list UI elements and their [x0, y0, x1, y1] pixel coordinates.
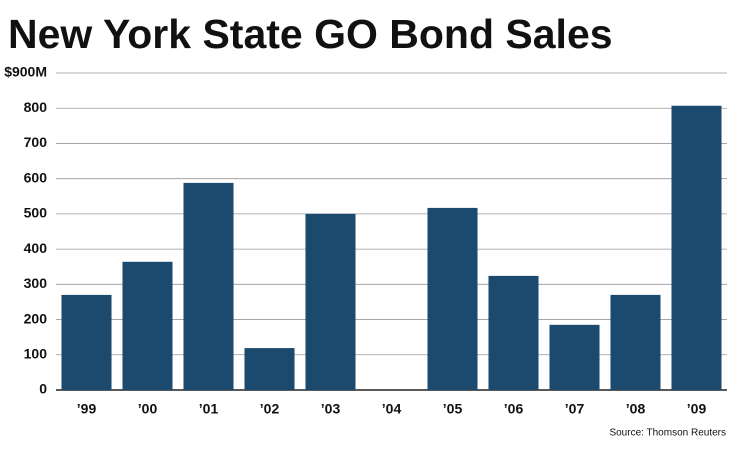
bar [488, 275, 539, 390]
source-note: Source: Thomson Reuters [609, 428, 726, 439]
y-tick-label: $900M [4, 64, 47, 80]
bar [549, 324, 600, 390]
x-tick-label: ’03 [321, 401, 341, 417]
bar [671, 105, 722, 391]
y-tick-label: 300 [24, 275, 48, 291]
y-tick-label: 200 [24, 310, 48, 326]
y-tick-label: 700 [24, 134, 48, 150]
x-tick-label: ’06 [504, 401, 524, 417]
x-tick-label: ’05 [443, 401, 463, 417]
y-tick-label: 600 [24, 169, 48, 185]
y-tick-label: 400 [24, 240, 48, 256]
x-tick-label: ’02 [260, 401, 280, 417]
chart-title: New York State GO Bond Sales [8, 11, 613, 57]
bar [305, 213, 356, 390]
x-tick-label: ’00 [138, 401, 158, 417]
bar [122, 261, 173, 390]
bar [183, 182, 234, 390]
x-tick-label: ’07 [565, 401, 585, 417]
x-tick-label: ’08 [626, 401, 646, 417]
y-tick-label: 500 [24, 205, 48, 221]
x-tick-label: ’04 [382, 401, 402, 417]
x-tick-label: ’01 [199, 401, 219, 417]
x-tick-label: ’99 [77, 401, 97, 417]
x-tick-label: ’09 [687, 401, 707, 417]
bar [61, 294, 112, 390]
y-tick-label: 800 [24, 99, 48, 115]
bar [427, 207, 478, 390]
bar [244, 348, 295, 390]
bar [610, 294, 661, 390]
y-tick-label: 0 [39, 381, 47, 397]
y-tick-label: 100 [24, 345, 48, 361]
